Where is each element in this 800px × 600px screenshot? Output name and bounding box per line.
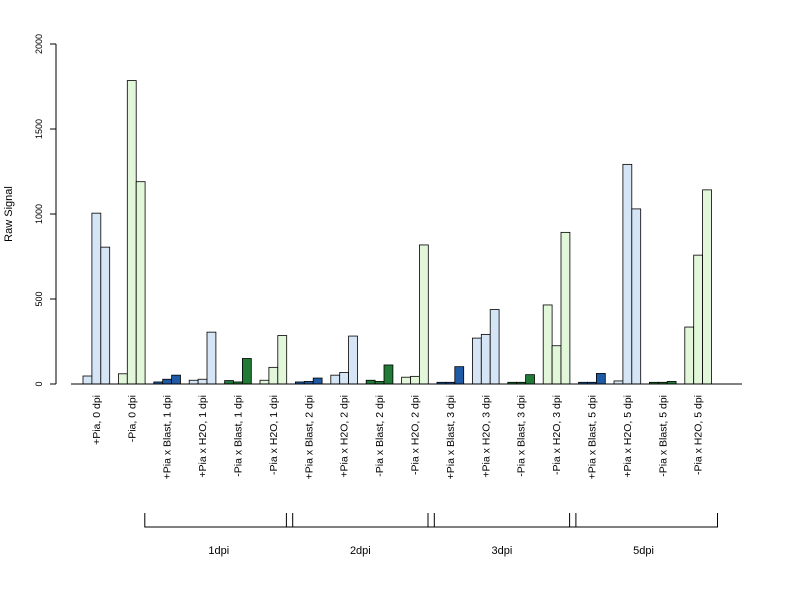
group-bracket — [144, 513, 294, 528]
bar — [197, 378, 208, 385]
x-tick-label: +Pia x H2O, 3 dpi — [480, 395, 492, 478]
bar — [241, 358, 252, 385]
x-tick-label: +Pia x H2O, 2 dpi — [339, 395, 351, 478]
y-tick-label: 0 — [34, 381, 44, 386]
x-tick-label: +Pia x H2O, 1 dpi — [197, 395, 209, 478]
bars — [82, 80, 712, 385]
bar — [401, 376, 411, 385]
bar — [135, 181, 146, 385]
bar — [542, 304, 553, 385]
bar — [560, 231, 571, 385]
group-bracket — [569, 513, 718, 528]
bar — [525, 374, 535, 385]
group-bracket-label: 5dpi — [633, 545, 654, 557]
x-tick-label: -Pia x Blast, 2 dpi — [374, 395, 386, 477]
bar — [118, 373, 128, 385]
y-tick-label: 500 — [34, 291, 44, 306]
bar — [339, 372, 350, 385]
bar — [224, 380, 234, 385]
bar — [277, 335, 288, 385]
bar — [418, 244, 429, 385]
x-tick-label: -Pia x H2O, 5 dpi — [693, 395, 705, 475]
bar — [100, 246, 111, 385]
bar — [471, 337, 482, 385]
bar — [171, 374, 181, 385]
bar — [162, 378, 172, 385]
bar — [684, 326, 695, 385]
bar — [631, 208, 642, 385]
x-tick-label: +Pia x Blast, 2 dpi — [303, 395, 315, 479]
x-tick-label: -Pia x Blast, 3 dpi — [516, 395, 528, 477]
bar — [702, 189, 712, 385]
bar — [126, 80, 137, 385]
x-tick-labels: +Pia, 0 dpi -Pia, 0 dpi +Pia x Blast, 1 dp… — [91, 395, 705, 479]
x-tick-label: -Pia x Blast, 5 dpi — [657, 395, 669, 477]
bar — [622, 163, 633, 385]
bar — [480, 333, 491, 385]
group-bracket-label: 2dpi — [350, 545, 371, 557]
x-tick-label: +Pia x H2O, 5 dpi — [622, 395, 634, 478]
bar — [259, 379, 270, 385]
y-axis-title: Raw Signal — [3, 186, 15, 242]
bar — [596, 373, 606, 385]
x-tick-label: -Pia x H2O, 3 dpi — [551, 395, 563, 475]
bar — [365, 379, 376, 385]
x-tick-label: +Pia x Blast, 1 dpi — [162, 395, 174, 479]
y-tick-label: 2000 — [34, 34, 44, 54]
group-bracket-label: 3dpi — [492, 545, 513, 557]
group-brackets: 1dpi 2dpi 3dpi 5dpi — [144, 513, 718, 557]
x-tick-label: -Pia x H2O, 1 dpi — [268, 395, 280, 475]
bar — [383, 364, 394, 385]
group-bracket — [427, 513, 577, 528]
x-tick-label: -Pia, 0 dpi — [126, 395, 138, 442]
bar — [330, 374, 341, 385]
bar — [206, 331, 217, 385]
x-tick-label: -Pia x H2O, 2 dpi — [409, 395, 421, 475]
x-tick-label: -Pia x Blast, 1 dpi — [232, 395, 244, 477]
bar — [82, 375, 93, 385]
bar — [693, 254, 704, 385]
x-tick-label: +Pia x Blast, 3 dpi — [445, 395, 457, 479]
x-tick-label: +Pia x Blast, 5 dpi — [586, 395, 598, 479]
bar — [91, 212, 102, 385]
bar — [188, 379, 199, 385]
y-tick-label: 1000 — [34, 204, 44, 224]
bar — [489, 309, 500, 385]
bar — [268, 366, 279, 385]
bar — [410, 375, 420, 385]
y-axis: 0 500 1000 1500 2000 — [34, 34, 57, 387]
x-tick-label: +Pia, 0 dpi — [91, 395, 103, 445]
bar — [348, 335, 358, 385]
bar — [454, 366, 465, 385]
y-tick-label: 1500 — [34, 119, 44, 139]
bar — [312, 377, 323, 385]
bar — [551, 345, 562, 385]
group-bracket-label: 1dpi — [208, 545, 229, 557]
group-bracket — [285, 513, 435, 528]
